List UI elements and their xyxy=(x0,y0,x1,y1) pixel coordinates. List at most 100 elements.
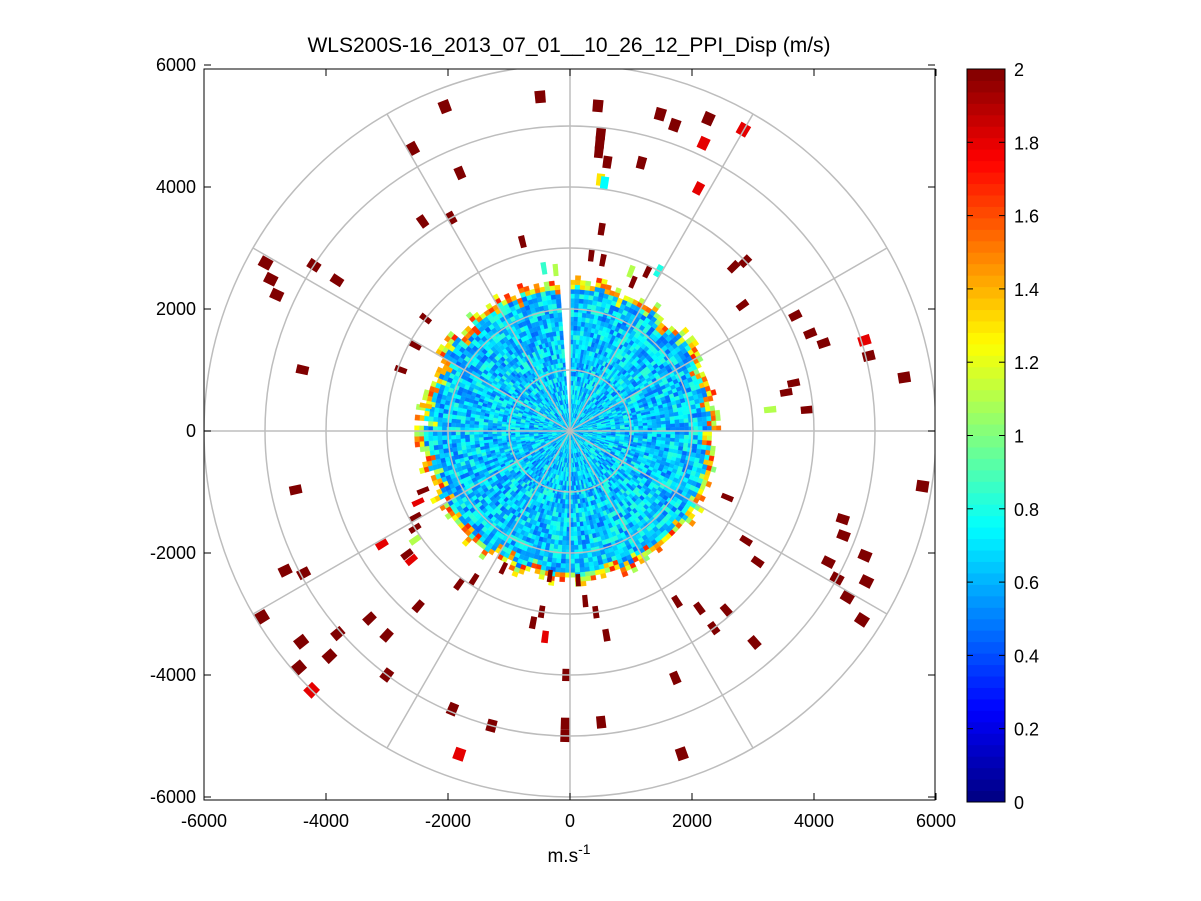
dense-cell xyxy=(478,424,484,429)
dense-cell xyxy=(683,422,690,428)
dense-cell xyxy=(664,416,671,422)
dense-cell xyxy=(585,538,591,545)
dense-cell xyxy=(442,439,448,445)
dense-cell xyxy=(692,417,698,423)
dense-cell xyxy=(661,424,667,428)
dense-cell xyxy=(574,499,578,505)
dense-cell xyxy=(553,539,559,545)
dense-cell xyxy=(701,444,707,451)
dense-cell xyxy=(572,512,577,519)
dense-cell xyxy=(579,562,585,569)
dense-cell xyxy=(642,422,648,427)
dense-cell xyxy=(562,531,567,537)
dense-cell xyxy=(580,576,586,582)
dense-cell xyxy=(460,438,466,443)
dense-cell xyxy=(419,441,425,447)
dense-cell xyxy=(473,434,479,438)
dense-cell xyxy=(574,503,579,509)
dense-cell xyxy=(558,535,563,541)
dense-cell xyxy=(584,289,590,296)
dense-cell xyxy=(577,321,582,327)
dense-cell xyxy=(579,567,585,573)
dense-cell xyxy=(562,535,567,541)
dense-cell xyxy=(564,503,568,509)
dense-cell xyxy=(572,353,576,359)
dense-cell xyxy=(670,423,676,428)
dense-cell xyxy=(482,433,489,438)
dense-cell xyxy=(587,557,594,563)
dense-cell xyxy=(573,321,578,327)
dense-cell xyxy=(424,410,430,417)
dense-cell xyxy=(679,418,685,424)
dense-cell xyxy=(633,426,639,429)
dense-cell xyxy=(696,444,703,450)
dense-cell xyxy=(704,401,710,408)
dense-cell xyxy=(573,311,579,318)
dense-cell xyxy=(428,445,435,451)
dense-cell xyxy=(469,440,476,446)
dense-cell xyxy=(456,446,463,452)
dense-cell xyxy=(584,571,591,577)
dense-cell xyxy=(572,357,576,363)
dense-cell xyxy=(683,418,689,424)
dense-cell xyxy=(706,416,712,422)
dense-cell xyxy=(579,293,585,300)
dense-cell xyxy=(450,434,457,440)
dense-cell xyxy=(681,326,690,335)
dense-cell xyxy=(638,433,644,437)
dense-cell xyxy=(559,576,566,583)
dense-cell xyxy=(700,407,707,413)
dense-cell xyxy=(633,423,639,427)
dense-cell xyxy=(665,420,671,425)
dense-cell xyxy=(464,437,471,443)
dense-cell xyxy=(692,443,698,449)
dense-cell xyxy=(433,444,439,451)
dense-cell xyxy=(572,508,576,514)
dense-cell xyxy=(642,433,648,437)
dense-cell xyxy=(656,424,662,429)
dense-cell xyxy=(572,503,576,509)
dense-cell xyxy=(422,461,429,468)
dense-cell xyxy=(579,289,585,295)
dense-cell xyxy=(418,430,424,437)
dense-cell xyxy=(574,494,578,500)
dense-cell xyxy=(576,335,581,341)
dense-cell xyxy=(572,494,575,500)
dense-cell xyxy=(657,315,665,323)
dense-cell xyxy=(701,416,708,422)
dense-cell xyxy=(587,552,593,559)
dense-cell xyxy=(460,434,466,439)
dense-cell xyxy=(423,415,430,422)
dense-cell xyxy=(580,580,587,587)
dense-cell xyxy=(569,284,576,290)
dense-cell xyxy=(577,544,583,550)
dense-cell xyxy=(437,444,444,450)
dense-cell xyxy=(656,433,662,438)
dense-cell xyxy=(559,572,566,578)
dense-cell xyxy=(674,438,680,443)
dense-cell xyxy=(683,438,689,444)
dense-cell xyxy=(514,432,520,435)
dense-cell xyxy=(696,412,703,418)
dense-cell xyxy=(464,419,471,425)
dense-cell xyxy=(579,571,586,578)
dense-cell xyxy=(573,522,577,528)
dense-cell xyxy=(419,415,425,421)
dense-cell xyxy=(550,562,557,568)
dense-cell xyxy=(559,567,566,573)
dense-cell xyxy=(642,425,648,429)
dense-cell xyxy=(679,434,685,440)
dense-cell xyxy=(501,435,507,439)
dense-cell xyxy=(577,316,583,322)
dense-cell xyxy=(573,330,578,336)
dense-cell xyxy=(678,414,684,420)
dense-cell xyxy=(697,435,703,441)
dense-cell xyxy=(696,407,702,414)
dense-cell xyxy=(564,508,568,514)
dense-cell xyxy=(451,442,457,448)
dense-cell xyxy=(496,425,502,429)
dense-cell xyxy=(456,414,462,420)
dense-cell xyxy=(423,425,429,432)
dense-cell xyxy=(665,423,671,428)
